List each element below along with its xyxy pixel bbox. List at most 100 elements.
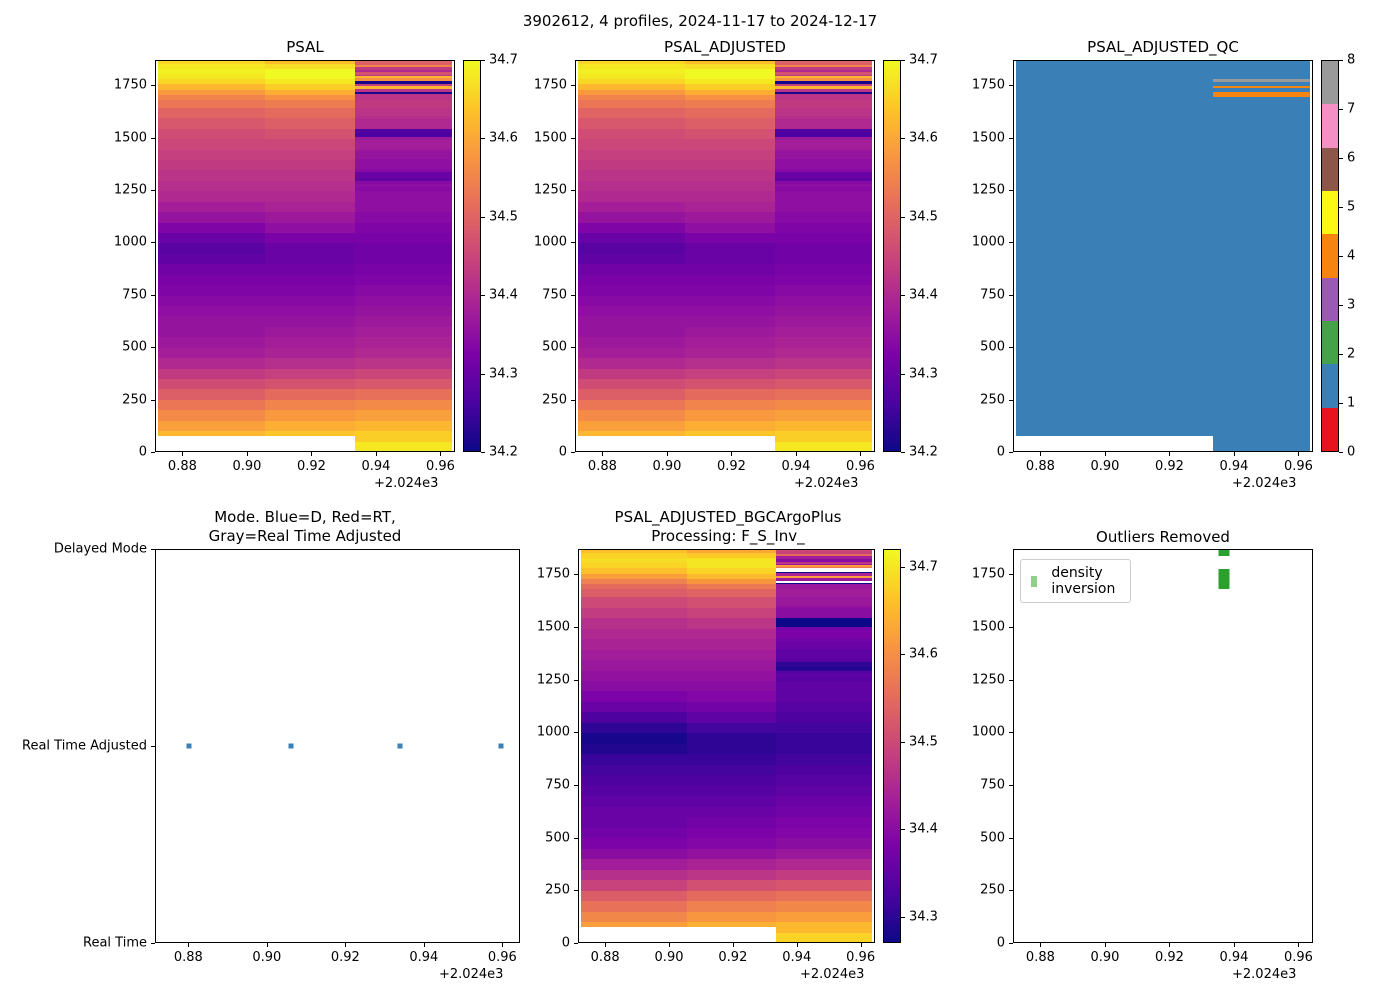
heatmap-cell <box>264 253 355 265</box>
panel-mode-xoffset-label: +2.024e3 <box>439 967 504 982</box>
panel-psal-adjusted-plot-area[interactable] <box>575 60 875 452</box>
x-tick-label: 0.90 <box>232 459 262 474</box>
colorbar-tick-label: 34.3 <box>489 366 518 382</box>
colorbar-tick-mark <box>1339 452 1343 453</box>
outlier-marker[interactable] <box>1218 568 1230 589</box>
panel-psal-adjusted-colorbar[interactable] <box>883 60 901 452</box>
heatmap-cell <box>580 817 687 829</box>
heatmap-cell <box>774 274 873 286</box>
heatmap-cell <box>157 118 265 130</box>
colorbar-tick-mark <box>481 216 485 218</box>
mode-point[interactable] <box>186 743 192 749</box>
heatmap-cell <box>684 74 775 80</box>
colorbar-tick-label: 2 <box>1347 346 1356 362</box>
heatmap-cell <box>157 274 265 286</box>
panel-psal-adjusted-qc-plot-area[interactable] <box>1013 60 1313 452</box>
heatmap-cell <box>264 399 355 411</box>
mode-point[interactable] <box>288 743 294 749</box>
heatmap-cell <box>775 628 873 640</box>
heatmap-cell <box>774 118 873 130</box>
heatmap-cell <box>686 660 776 672</box>
x-tick-label: 0.94 <box>409 950 439 965</box>
heatmap-cell <box>775 691 873 703</box>
heatmap-cell <box>354 222 453 234</box>
heatmap-cell <box>157 420 265 432</box>
y-tick-label: 1250 <box>536 672 570 688</box>
heatmap-cell <box>264 64 355 70</box>
heatmap-cell <box>775 796 873 808</box>
heatmap-cell <box>774 420 873 432</box>
panel-mode-plot-area[interactable] <box>155 549 520 943</box>
panel-psal-adjusted-title: PSAL_ADJUSTED <box>664 38 786 56</box>
mode-point[interactable] <box>498 743 504 749</box>
x-tick-label: 0.92 <box>716 459 746 474</box>
panel-outliers-removed-plot-area[interactable] <box>1013 549 1313 943</box>
heatmap-cell <box>774 75 873 79</box>
heatmap-cell <box>580 901 687 913</box>
panel-bgcargoplus-colorbar[interactable] <box>883 549 901 943</box>
colorbar-tick-label: 7 <box>1347 101 1356 117</box>
heatmap-cell <box>354 78 453 81</box>
heatmap-removed-gap <box>775 568 873 572</box>
heatmap-cell <box>774 184 873 187</box>
panel-outliers-removed-legend[interactable]: density inversion <box>1020 559 1132 603</box>
heatmap-cell <box>354 62 453 65</box>
outlier-marker[interactable] <box>1218 550 1230 557</box>
panel-psal-plot-area[interactable] <box>155 60 455 452</box>
heatmap-cell <box>264 100 355 109</box>
heatmap-cell <box>577 212 685 224</box>
heatmap-cell <box>354 431 453 443</box>
heatmap-cell <box>580 743 687 755</box>
y-tick-mark <box>151 85 155 87</box>
heatmap-cell <box>686 859 776 871</box>
x-tick-label: 0.90 <box>1090 950 1120 965</box>
y-tick-mark <box>151 347 155 349</box>
heatmap-cell <box>684 107 775 119</box>
heatmap-cell <box>577 285 685 297</box>
colorbar-tick-label: 34.7 <box>909 559 938 574</box>
heatmap-cell <box>774 233 873 245</box>
heatmap-cell <box>580 859 687 871</box>
colorbar-tick-mark <box>901 216 905 218</box>
colorbar-tick-mark <box>1339 403 1343 404</box>
panel-psal-adjusted-qc-colorbar[interactable] <box>1321 60 1339 452</box>
heatmap-cell <box>580 681 687 693</box>
heatmap-cell <box>264 128 355 140</box>
x-tick-mark <box>1040 943 1042 947</box>
heatmap-cell <box>264 358 355 370</box>
colorbar-tick-label: 34.5 <box>489 209 518 225</box>
heatmap-cell <box>775 659 873 662</box>
heatmap-cell <box>684 399 775 411</box>
panel-bgcargoplus-plot-area[interactable] <box>578 549 875 943</box>
heatmap-cell <box>354 94 453 98</box>
y-tick-mark <box>571 294 575 296</box>
x-tick-mark <box>266 943 268 947</box>
panel-psal-colorbar[interactable] <box>463 60 481 452</box>
heatmap-profile-column <box>686 550 776 942</box>
heatmap-cell <box>686 584 776 590</box>
heatmap-cell <box>580 775 687 787</box>
heatmap-cell <box>580 838 687 850</box>
heatmap-cell <box>684 326 775 338</box>
heatmap-cell <box>774 139 873 151</box>
heatmap-cell <box>354 107 453 119</box>
y-tick-mark <box>1009 732 1013 734</box>
heatmap-cell <box>354 83 453 87</box>
y-tick-mark <box>151 294 155 296</box>
x-tick-label: 0.88 <box>590 950 620 965</box>
heatmap-cell <box>580 827 687 839</box>
mode-point[interactable] <box>397 743 403 749</box>
y-tick-label: 1250 <box>113 182 147 198</box>
y-tick-mark <box>151 943 155 944</box>
colorbar-tick-label: 34.7 <box>489 52 518 68</box>
heatmap-cell <box>775 597 873 609</box>
y-tick-mark <box>151 452 155 453</box>
heatmap-cell <box>684 191 775 203</box>
heatmap-cell <box>580 578 687 585</box>
x-tick-label: 0.96 <box>846 950 876 965</box>
heatmap-cell <box>264 347 355 359</box>
heatmap-cell <box>684 94 775 101</box>
heatmap-cell <box>580 649 687 661</box>
heatmap-cell <box>157 264 265 276</box>
x-tick-mark <box>669 943 671 947</box>
